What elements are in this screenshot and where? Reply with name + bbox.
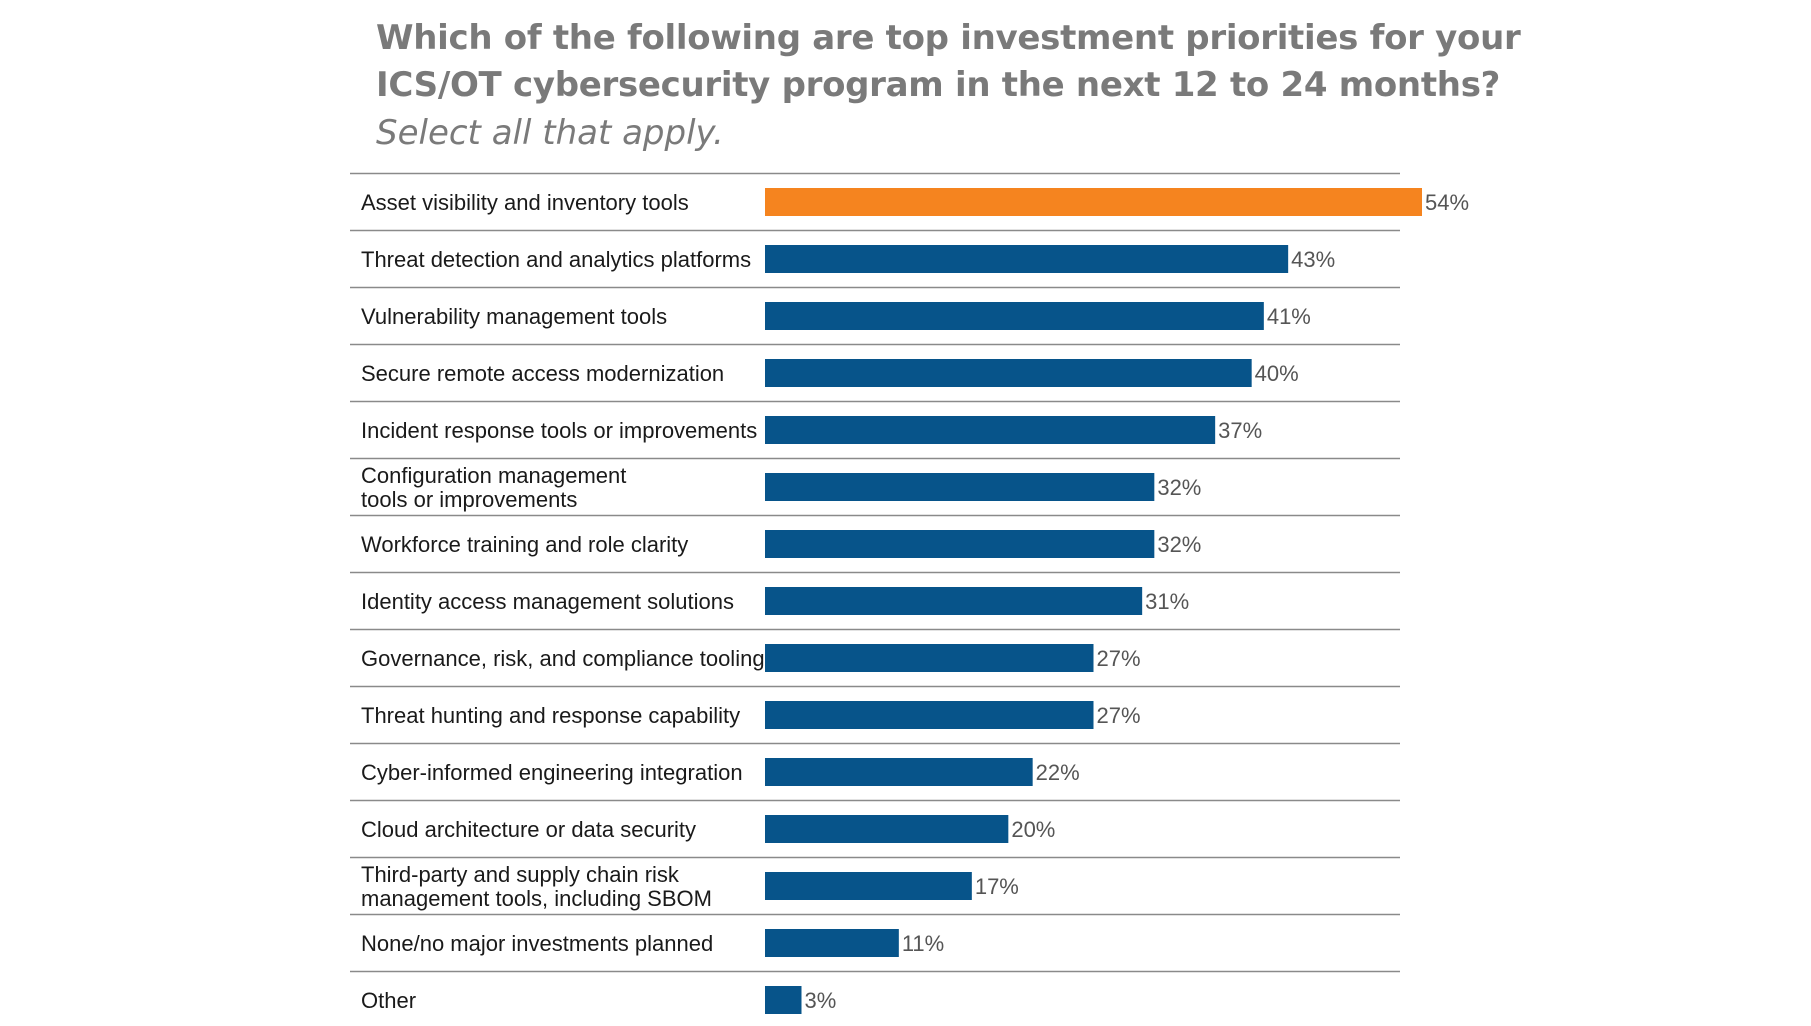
category-label: Asset visibility and inventory tools xyxy=(361,190,689,215)
category-label: Threat hunting and response capability xyxy=(361,703,740,728)
category-label: Configuration management tools or improve… xyxy=(361,463,626,512)
bar xyxy=(765,758,1033,786)
category-label: Cloud architecture or data security xyxy=(361,817,696,842)
bar xyxy=(765,815,1009,843)
category-label: Vulnerability management tools xyxy=(361,304,667,329)
chart-subtitle: Select all that apply. xyxy=(376,113,724,153)
bar xyxy=(765,530,1155,558)
bar xyxy=(765,872,972,900)
data-label: 20% xyxy=(1011,817,1055,842)
data-label: 27% xyxy=(1097,703,1141,728)
bar xyxy=(765,644,1094,672)
data-label: 54% xyxy=(1425,190,1469,215)
bar xyxy=(765,359,1252,387)
data-label: 37% xyxy=(1218,418,1262,443)
category-label: Identity access management solutions xyxy=(361,589,734,614)
category-label: Third-party and supply chain risk managem… xyxy=(361,862,712,911)
data-label: 22% xyxy=(1036,760,1080,785)
data-label: 27% xyxy=(1097,646,1141,671)
bar xyxy=(765,245,1289,273)
bar xyxy=(765,587,1143,615)
bar xyxy=(765,986,802,1014)
bar xyxy=(765,188,1422,216)
bar xyxy=(765,929,899,957)
bar xyxy=(765,473,1155,501)
data-label: 11% xyxy=(902,931,944,956)
data-label: 3% xyxy=(805,988,837,1013)
category-label: Threat detection and analytics platforms xyxy=(361,247,751,272)
category-label: Other xyxy=(361,988,416,1013)
data-label: 17% xyxy=(975,874,1019,899)
data-label: 32% xyxy=(1157,475,1201,500)
category-label: Workforce training and role clarity xyxy=(361,532,688,557)
bar xyxy=(765,302,1264,330)
chart-title-line-1: Which of the following are top investmen… xyxy=(376,18,1521,58)
category-label: Secure remote access modernization xyxy=(361,361,724,386)
bar xyxy=(765,416,1216,444)
data-label: 40% xyxy=(1255,361,1299,386)
bar xyxy=(765,701,1094,729)
category-label: None/no major investments planned xyxy=(361,931,713,956)
category-label: Cyber-informed engineering integration xyxy=(361,760,743,785)
data-label: 43% xyxy=(1291,247,1335,272)
data-label: 41% xyxy=(1267,304,1311,329)
category-label: Governance, risk, and compliance tooling xyxy=(361,646,765,671)
data-label: 31% xyxy=(1145,589,1189,614)
category-label: Incident response tools or improvements xyxy=(361,418,757,443)
chart-title-line-2: ICS/OT cybersecurity program in the next… xyxy=(376,65,1501,105)
data-label: 32% xyxy=(1157,532,1201,557)
